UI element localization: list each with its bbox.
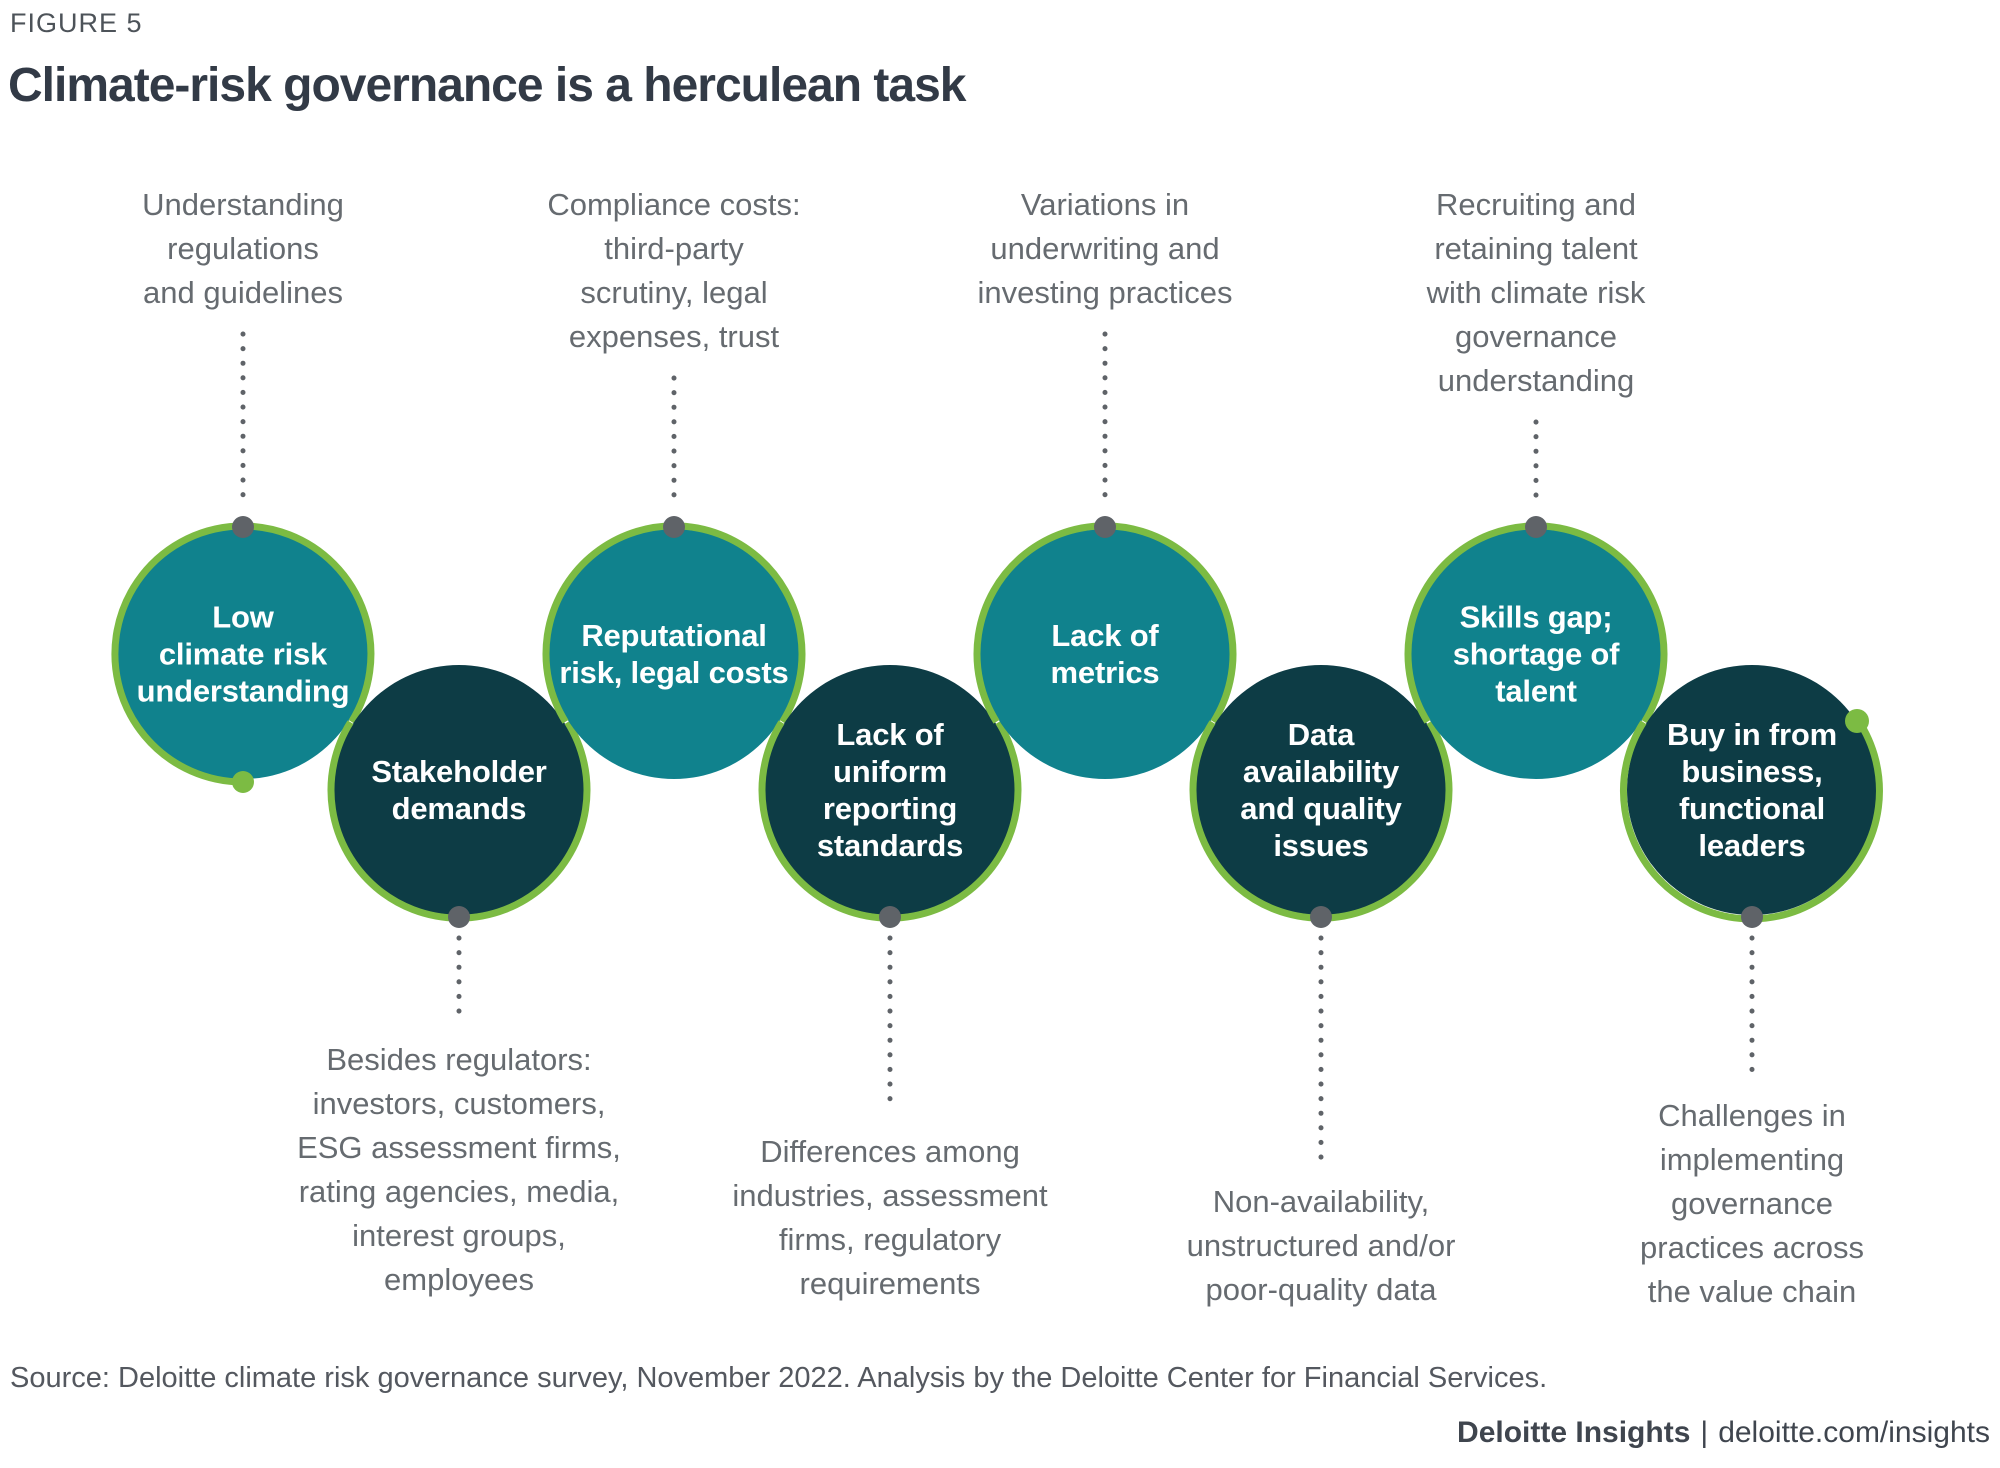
circle-label: Stakeholder demands [371,754,547,826]
circle-label: Skills gap; shortage of talent [1452,599,1620,709]
connector-dot [1310,906,1332,928]
footer-separator: | [1700,1416,1709,1449]
circle-label: Low climate risk understanding [136,599,350,709]
annotation-bottom: Besides regulators: investors, customers… [297,1042,621,1297]
circle-lack-of-metrics [980,529,1230,779]
circle-label: Buy in from business, functional leaders [1666,717,1838,863]
connector-dot [663,516,685,538]
circle-label: Lack of uniform reporting standards [816,717,964,863]
green-weave-arc [111,522,375,786]
connector-dot [448,906,470,928]
circle-lack-of-uniform-reporting-standards [765,665,1015,915]
annotation-top: Compliance costs: third-party scrutiny, … [547,187,801,354]
circle-stakeholder-demands [334,665,584,915]
circle-buy-in-from-business [1627,665,1877,915]
circle-skills-gap-shortage-of-talent [1411,529,1661,779]
connector-dot [232,516,254,538]
circle-low-climate-risk-understanding [118,529,368,779]
connector-dot [1741,906,1763,928]
circle-data-availability-quality-issues [1196,665,1446,915]
deloitte-insights-brand: Deloitte Insights [1457,1416,1691,1449]
annotation-top: Understanding regulations and guidelines [142,187,344,310]
weave-start-dot [232,771,254,793]
annotation-top: Variations in underwriting and investing… [977,187,1233,310]
figure-title: Climate-risk governance is a herculean t… [8,59,966,112]
annotation-bottom: Differences among industries, assessment… [732,1134,1048,1301]
circle-label: Lack of metrics [1050,618,1160,690]
connector-dot [1525,516,1547,538]
source-note: Source: Deloitte climate risk governance… [10,1362,1548,1394]
annotation-bottom: Challenges in implementing governance pr… [1640,1098,1864,1309]
circle-label: Data availability and quality issues [1240,717,1402,863]
figure-number: FIGURE 5 [10,8,143,38]
deloitte-insights-footer: Deloitte Insights | deloitte.com/insights [1457,1416,1990,1450]
circle-reputational-risk-legal-costs [549,529,799,779]
circle-label: Reputational risk, legal costs [559,618,789,690]
connector-dot [1094,516,1116,538]
annotation-bottom: Non-availability, unstructured and/or po… [1186,1184,1456,1307]
connector-dot [879,906,901,928]
weave-end-dot [1845,709,1869,733]
footer-site-link: deloitte.com/insights [1718,1416,1990,1449]
annotation-top: Recruiting and retaining talent with cli… [1426,187,1646,398]
